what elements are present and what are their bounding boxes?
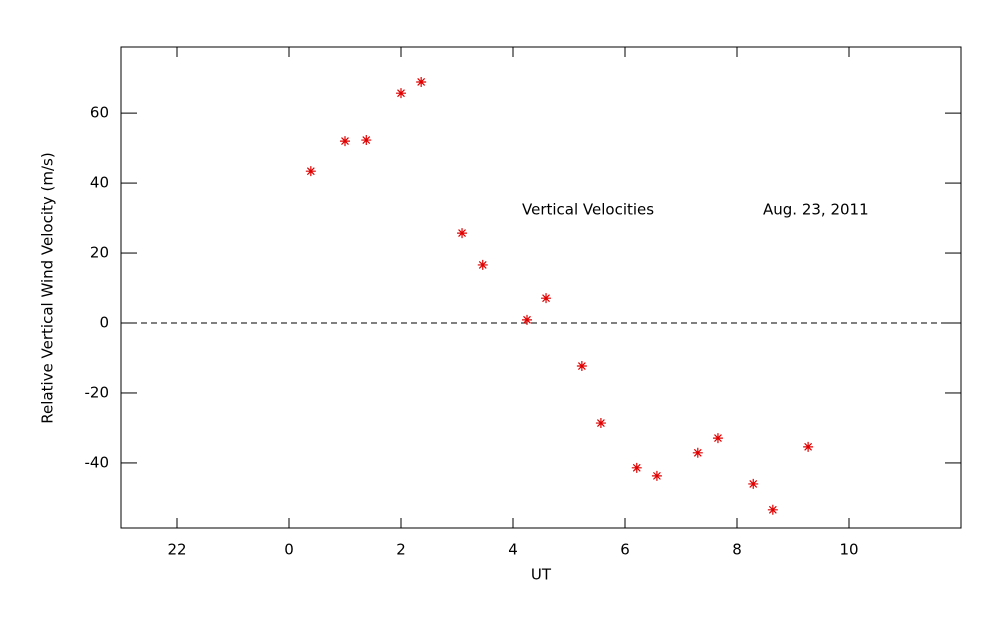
plot-frame xyxy=(120,46,962,529)
y-tick-label: -40 xyxy=(85,453,110,471)
point xyxy=(541,293,552,304)
x-tick-label: 4 xyxy=(508,541,518,559)
x-tick-label: 2 xyxy=(396,541,406,559)
point xyxy=(595,418,606,429)
point xyxy=(361,135,372,146)
point xyxy=(522,314,532,325)
point xyxy=(477,259,488,270)
point xyxy=(712,433,723,444)
y-tick-label: 20 xyxy=(90,244,109,262)
point xyxy=(416,76,427,87)
x-tick-label: 0 xyxy=(284,541,294,559)
x-tick-label: 8 xyxy=(732,541,742,559)
y-axis-label: Relative Vertical Wind Velocity (m/s) xyxy=(39,152,57,423)
point xyxy=(692,447,703,458)
point xyxy=(631,462,642,473)
y-tick-label: 0 xyxy=(99,314,109,332)
point xyxy=(803,441,814,452)
point xyxy=(340,136,350,147)
x-tick-label: 22 xyxy=(167,541,186,559)
x-axis-label: UT xyxy=(531,566,552,584)
point xyxy=(767,504,778,515)
x-tick-label: 6 xyxy=(620,541,630,559)
y-tick-label: 40 xyxy=(90,174,109,192)
point xyxy=(651,470,662,481)
annotation: Aug. 23, 2011 xyxy=(763,201,869,219)
point xyxy=(576,361,587,372)
y-tick-label: 60 xyxy=(90,104,109,122)
point xyxy=(396,88,406,99)
annotation: Vertical Velocities xyxy=(522,201,654,219)
point xyxy=(748,478,759,489)
x-tick-label: 10 xyxy=(839,541,858,559)
point xyxy=(305,166,316,177)
y-tick-label: -20 xyxy=(85,383,110,401)
point xyxy=(457,228,468,239)
